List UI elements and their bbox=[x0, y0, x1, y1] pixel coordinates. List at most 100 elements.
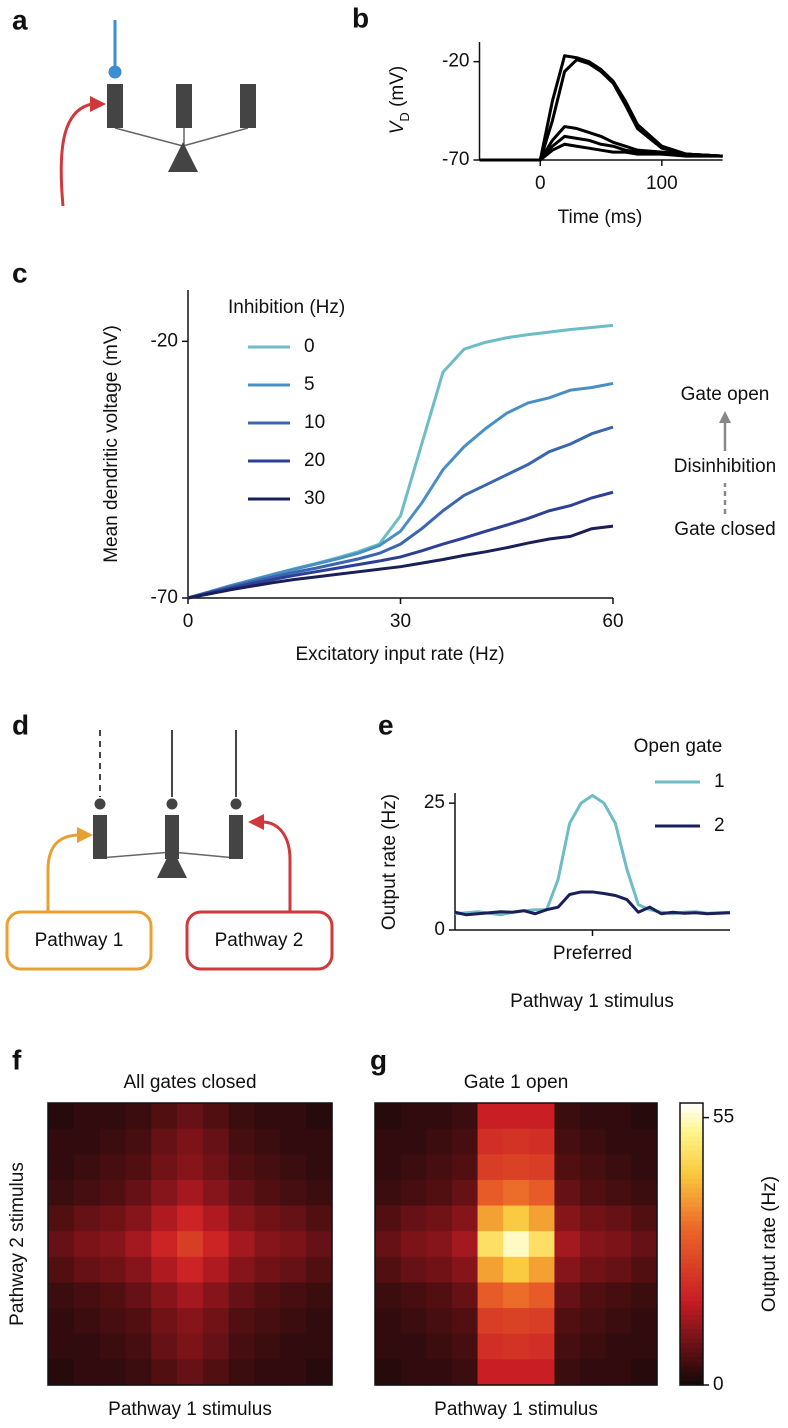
x-tick-label: 30 bbox=[390, 611, 411, 632]
heat-cell bbox=[306, 1128, 333, 1155]
heat-cell bbox=[528, 1179, 556, 1207]
soma bbox=[168, 142, 198, 172]
heat-cell bbox=[254, 1154, 281, 1181]
heat-cell bbox=[280, 1282, 307, 1309]
colorbar-step bbox=[680, 1103, 703, 1109]
heat-cell bbox=[228, 1333, 256, 1360]
y-axis-label: Pathway 2 stimulus bbox=[7, 1162, 28, 1326]
heat-cell bbox=[254, 1231, 281, 1258]
heat-cell bbox=[503, 1359, 530, 1386]
arrowhead bbox=[90, 96, 106, 112]
x-tick-label: 60 bbox=[602, 611, 623, 632]
heat-cell bbox=[426, 1205, 453, 1232]
heat-cell bbox=[177, 1128, 204, 1155]
heat-cell bbox=[528, 1205, 556, 1232]
panel-label: f bbox=[12, 1044, 22, 1075]
heat-cell bbox=[477, 1308, 504, 1335]
colorbar-step bbox=[680, 1267, 703, 1273]
colorbar-step bbox=[680, 1112, 703, 1118]
heat-cell bbox=[280, 1103, 307, 1130]
pathway-box bbox=[5, 910, 153, 971]
heat-cell bbox=[605, 1359, 632, 1386]
heat-cell bbox=[73, 1154, 101, 1181]
heat-cell bbox=[202, 1308, 230, 1335]
heatmap-frame bbox=[374, 1102, 658, 1386]
heat-cell bbox=[306, 1179, 333, 1207]
heat-cell bbox=[580, 1103, 607, 1130]
heat-cell bbox=[375, 1256, 402, 1284]
heat-cell bbox=[125, 1154, 152, 1181]
heat-cell bbox=[125, 1359, 152, 1386]
heat-cell bbox=[631, 1282, 658, 1309]
heat-cell bbox=[48, 1179, 75, 1207]
legend-title: Inhibition (Hz) bbox=[228, 297, 345, 318]
colorbar-step bbox=[680, 1215, 703, 1222]
colorbar bbox=[680, 1103, 703, 1386]
dendrite bbox=[229, 815, 243, 859]
series-line bbox=[187, 425, 614, 600]
heat-cell bbox=[99, 1205, 127, 1232]
heat-cell bbox=[202, 1359, 230, 1386]
heat-cell bbox=[254, 1103, 281, 1130]
heat-cell bbox=[631, 1154, 658, 1181]
heat-cell bbox=[228, 1205, 256, 1232]
heat-cell bbox=[400, 1256, 427, 1284]
colorbar-step bbox=[680, 1197, 703, 1203]
heat-cell bbox=[426, 1103, 453, 1130]
heat-cell bbox=[228, 1154, 256, 1181]
series-line bbox=[454, 890, 731, 917]
pathway-2-input bbox=[261, 820, 292, 912]
heat-cell bbox=[151, 1179, 178, 1207]
colorbar-step bbox=[680, 1201, 703, 1207]
panel-label: a bbox=[12, 4, 28, 35]
heat-cell bbox=[202, 1179, 230, 1207]
heat-cell bbox=[228, 1256, 256, 1284]
colorbar-step bbox=[680, 1126, 703, 1132]
legend-label: 5 bbox=[304, 374, 315, 395]
series-line bbox=[187, 381, 614, 600]
heat-cell bbox=[503, 1103, 530, 1130]
heat-cell bbox=[151, 1231, 178, 1258]
heat-cell bbox=[228, 1308, 256, 1335]
heat-cell bbox=[400, 1179, 427, 1207]
dendrite bbox=[240, 84, 256, 128]
synapse bbox=[108, 65, 122, 79]
heat-cell bbox=[375, 1333, 402, 1360]
colorbar-step bbox=[680, 1140, 703, 1146]
heat-cell bbox=[125, 1179, 152, 1207]
heat-cell bbox=[280, 1359, 307, 1386]
heat-cell bbox=[503, 1282, 530, 1309]
heat-cell bbox=[528, 1333, 556, 1360]
colorbar-step bbox=[680, 1352, 703, 1358]
heat-cell bbox=[477, 1179, 504, 1207]
heat-cell bbox=[631, 1231, 658, 1258]
heat-cell bbox=[631, 1128, 658, 1155]
colorbar-step bbox=[680, 1338, 703, 1344]
heat-cell bbox=[48, 1308, 75, 1335]
heat-cell bbox=[554, 1103, 581, 1130]
heat-cell bbox=[99, 1333, 127, 1360]
heat-cell bbox=[228, 1179, 256, 1207]
heat-cell bbox=[580, 1282, 607, 1309]
y-axis-label: Output rate (Hz) bbox=[379, 794, 400, 930]
arrowhead bbox=[248, 814, 264, 830]
heat-cell bbox=[580, 1154, 607, 1181]
heat-cell bbox=[554, 1359, 581, 1386]
colorbar-step bbox=[680, 1229, 703, 1236]
heat-cell bbox=[503, 1333, 530, 1360]
heat-cell bbox=[451, 1103, 479, 1130]
heat-cell bbox=[554, 1179, 581, 1207]
heat-cell bbox=[426, 1256, 453, 1284]
heat-cell bbox=[280, 1256, 307, 1284]
colorbar-step bbox=[680, 1107, 703, 1113]
heat-cell bbox=[426, 1154, 453, 1181]
y-axis-label-part: (mV) bbox=[387, 66, 408, 112]
heat-cell bbox=[73, 1308, 101, 1335]
colorbar-step bbox=[680, 1173, 703, 1179]
heat-cell bbox=[375, 1308, 402, 1335]
colorbar-step bbox=[680, 1314, 703, 1320]
series-line bbox=[187, 524, 614, 600]
synapse bbox=[94, 798, 106, 810]
heat-cell bbox=[554, 1308, 581, 1335]
heat-cell bbox=[375, 1205, 402, 1232]
